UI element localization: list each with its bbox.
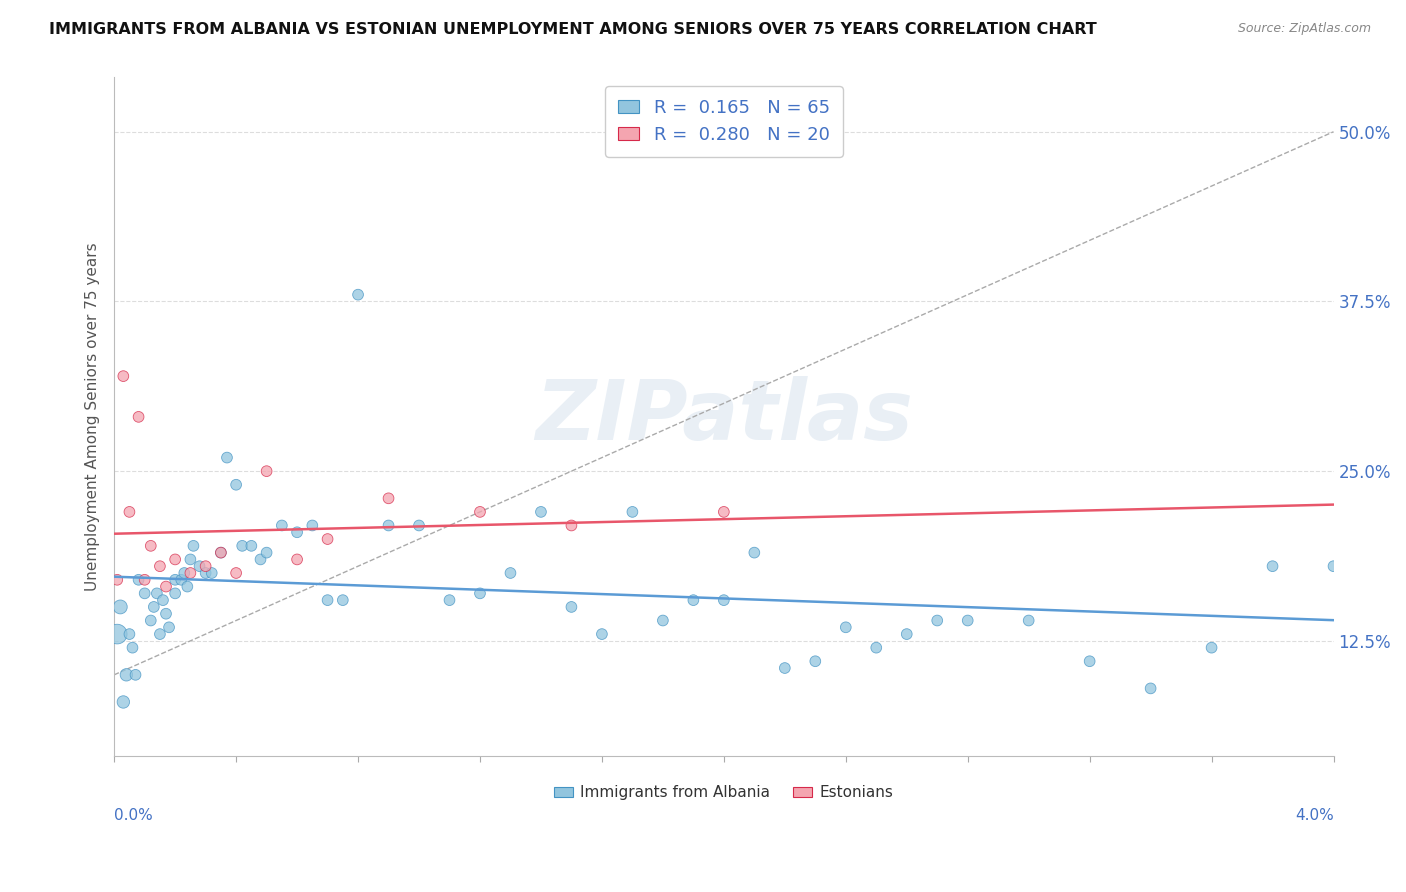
Point	[560, 599, 582, 614]
Point	[118, 627, 141, 641]
Point	[128, 409, 150, 424]
Point	[927, 614, 949, 628]
Point	[115, 668, 138, 682]
Point	[439, 593, 461, 607]
Point	[173, 566, 195, 580]
Point	[118, 505, 141, 519]
Point	[165, 586, 187, 600]
Text: 0.0%: 0.0%	[114, 808, 153, 823]
Point	[149, 627, 172, 641]
Point	[142, 599, 165, 614]
Point	[134, 586, 156, 600]
Text: 4.0%: 4.0%	[1295, 808, 1333, 823]
Y-axis label: Unemployment Among Seniors over 75 years: Unemployment Among Seniors over 75 years	[86, 243, 100, 591]
Point	[316, 593, 339, 607]
Point	[183, 539, 205, 553]
Point	[215, 450, 238, 465]
Point	[149, 559, 172, 574]
Point	[682, 593, 704, 607]
Point	[256, 546, 278, 560]
Point	[152, 593, 174, 607]
Point	[176, 580, 198, 594]
Point	[1078, 654, 1101, 668]
Point	[155, 607, 177, 621]
Point	[240, 539, 263, 553]
Point	[146, 586, 169, 600]
Point	[112, 369, 135, 384]
Point	[773, 661, 796, 675]
Point	[468, 505, 491, 519]
Point	[347, 287, 370, 301]
Point	[270, 518, 292, 533]
Point	[804, 654, 827, 668]
Point	[285, 525, 308, 540]
Point	[499, 566, 522, 580]
Point	[301, 518, 323, 533]
Point	[121, 640, 143, 655]
Point	[194, 566, 217, 580]
Point	[170, 573, 193, 587]
Point	[179, 566, 201, 580]
Point	[139, 614, 162, 628]
Point	[124, 668, 146, 682]
Point	[225, 477, 247, 491]
Point	[110, 599, 132, 614]
Point	[112, 695, 135, 709]
Point	[231, 539, 253, 553]
Point	[165, 552, 187, 566]
Point	[165, 573, 187, 587]
Point	[377, 491, 399, 506]
Point	[201, 566, 224, 580]
Point	[621, 505, 644, 519]
Point	[1201, 640, 1223, 655]
Point	[225, 566, 247, 580]
Point	[1018, 614, 1040, 628]
Text: ZIPatlas: ZIPatlas	[534, 376, 912, 458]
Point	[134, 573, 156, 587]
Point	[408, 518, 430, 533]
Point	[128, 573, 150, 587]
Point	[468, 586, 491, 600]
Point	[209, 546, 232, 560]
Point	[713, 505, 735, 519]
Point	[1139, 681, 1161, 696]
Point	[896, 627, 918, 641]
Point	[1322, 559, 1344, 574]
Point	[194, 559, 217, 574]
Point	[316, 532, 339, 546]
Point	[332, 593, 354, 607]
Point	[591, 627, 613, 641]
Point	[713, 593, 735, 607]
Point	[188, 559, 211, 574]
Point	[560, 518, 582, 533]
Point	[1261, 559, 1284, 574]
Point	[285, 552, 308, 566]
Text: Source: ZipAtlas.com: Source: ZipAtlas.com	[1237, 22, 1371, 36]
Point	[651, 614, 673, 628]
Point	[744, 546, 766, 560]
Point	[377, 518, 399, 533]
Point	[105, 573, 128, 587]
Point	[139, 539, 162, 553]
Point	[209, 546, 232, 560]
Point	[157, 620, 180, 634]
Point	[155, 580, 177, 594]
Point	[179, 552, 201, 566]
Point	[256, 464, 278, 478]
Point	[865, 640, 887, 655]
Point	[105, 627, 128, 641]
Point	[249, 552, 271, 566]
Point	[956, 614, 979, 628]
Text: IMMIGRANTS FROM ALBANIA VS ESTONIAN UNEMPLOYMENT AMONG SENIORS OVER 75 YEARS COR: IMMIGRANTS FROM ALBANIA VS ESTONIAN UNEM…	[49, 22, 1097, 37]
Legend: Immigrants from Albania, Estonians: Immigrants from Albania, Estonians	[548, 779, 900, 806]
Point	[530, 505, 553, 519]
Point	[835, 620, 858, 634]
